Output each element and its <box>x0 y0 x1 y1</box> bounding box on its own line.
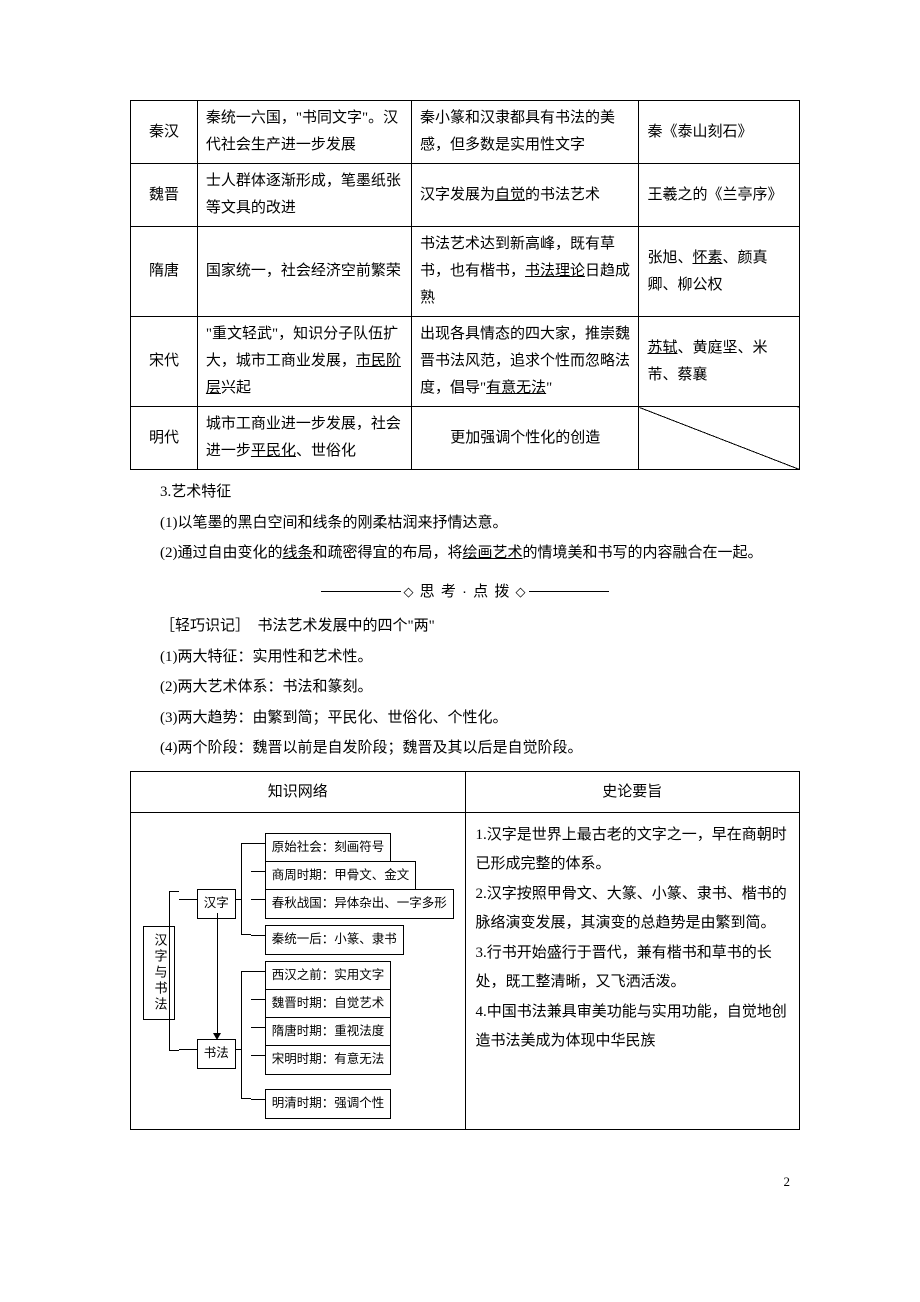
bg-cell: 秦统一六国，"书同文字"。汉代社会生产进一步发展 <box>197 101 411 164</box>
dynasty-cell: 魏晋 <box>131 164 198 227</box>
dynasty-cell: 秦汉 <box>131 101 198 164</box>
feat-cell: 出现各具情态的四大家，推崇魏晋书法风范，追求个性而忽略法度，倡导"有意无法" <box>412 317 639 407</box>
bg-cell: "重文轻武"，知识分子队伍扩大，城市工商业发展，市民阶层兴起 <box>197 317 411 407</box>
feat-cell: 书法艺术达到新高峰，既有草书，也有楷书，书法理论日趋成熟 <box>412 227 639 317</box>
bg-cell: 城市工商业进一步发展，社会进一步平民化、世俗化 <box>197 407 411 470</box>
essay-p2: 2.汉字按照甲骨文、大篆、小篆、隶书、楷书的脉络演变发展，其演变的总趋势是由繁到… <box>476 880 790 937</box>
memo-p2: (2)两大艺术体系：书法和篆刻。 <box>130 673 800 702</box>
leaf: 明清时期：强调个性 <box>265 1089 392 1119</box>
leaf: 原始社会：刻画符号 <box>265 833 392 863</box>
kn-header-1: 知识网络 <box>131 771 466 813</box>
tree-diagram: 汉字与书法 汉字 书法 原始社会：刻画符 <box>143 831 453 1111</box>
table-row: 隋唐 国家统一，社会经济空前繁荣 书法艺术达到新高峰，既有草书，也有楷书，书法理… <box>131 227 800 317</box>
leaf: 魏晋时期：自觉艺术 <box>265 989 392 1019</box>
leaf: 商周时期：甲骨文、金文 <box>265 861 417 891</box>
arrow-down-icon <box>213 1033 221 1040</box>
rep-cell: 秦《泰山刻石》 <box>639 101 800 164</box>
essay-p1: 1.汉字是世界上最古老的文字之一，早在商朝时已形成完整的体系。 <box>476 821 790 878</box>
dynasty-cell: 隋唐 <box>131 227 198 317</box>
essay-p3: 3.行书开始盛行于晋代，兼有楷书和草书的长处，既工整清晰，又飞洒活泼。 <box>476 939 790 996</box>
art-p1: (1)以笔墨的黑白空间和线条的刚柔枯润来抒情达意。 <box>130 509 800 538</box>
bg-cell: 国家统一，社会经济空前繁荣 <box>197 227 411 317</box>
memo-p1: (1)两大特征：实用性和艺术性。 <box>130 643 800 672</box>
art-p2: (2)通过自由变化的线条和疏密得宜的布局，将绘画艺术的情境美和书写的内容融合在一… <box>130 539 800 568</box>
node-shufa: 书法 <box>197 1039 236 1069</box>
dynasty-cell: 宋代 <box>131 317 198 407</box>
page-number: 2 <box>130 1170 800 1195</box>
memo-p4: (4)两个阶段：魏晋以前是自发阶段；魏晋及其以后是自觉阶段。 <box>130 734 800 763</box>
feat-cell: 更加强调个性化的创造 <box>412 407 639 470</box>
essay-p4: 4.中国书法兼具审美功能与实用功能，自觉地创造书法美成为体现中华民族 <box>476 998 790 1055</box>
rep-cell: 张旭、怀素、颜真卿、柳公权 <box>639 227 800 317</box>
feat-cell: 秦小篆和汉隶都具有书法的美感，但多数是实用性文字 <box>412 101 639 164</box>
table-row: 宋代 "重文轻武"，知识分子队伍扩大，城市工商业发展，市民阶层兴起 出现各具情态… <box>131 317 800 407</box>
kn-essay-cell: 1.汉字是世界上最古老的文字之一，早在商朝时已形成完整的体系。 2.汉字按照甲骨… <box>465 813 800 1130</box>
leaf: 隋唐时期：重视法度 <box>265 1017 392 1047</box>
kn-header-2: 史论要旨 <box>465 771 800 813</box>
dynasty-cell: 明代 <box>131 407 198 470</box>
history-table: 秦汉 秦统一六国，"书同文字"。汉代社会生产进一步发展 秦小篆和汉隶都具有书法的… <box>130 100 800 470</box>
table-row: 明代 城市工商业进一步发展，社会进一步平民化、世俗化 更加强调个性化的创造 <box>131 407 800 470</box>
kn-diagram-cell: 汉字与书法 汉字 书法 原始社会：刻画符 <box>131 813 466 1130</box>
rep-cell: 王羲之的《兰亭序》 <box>639 164 800 227</box>
table-row: 魏晋 士人群体逐渐形成，笔墨纸张等文具的改进 汉字发展为自觉的书法艺术 王羲之的… <box>131 164 800 227</box>
rep-cell: 苏轼、黄庭坚、米芾、蔡襄 <box>639 317 800 407</box>
knowledge-table: 知识网络 史论要旨 汉字与书法 汉字 书法 <box>130 771 800 1131</box>
table-row: 秦汉 秦统一六国，"书同文字"。汉代社会生产进一步发展 秦小篆和汉隶都具有书法的… <box>131 101 800 164</box>
memo-head: ［轻巧识记］ 书法艺术发展中的四个"两" <box>130 612 800 641</box>
art-head: 3.艺术特征 <box>130 478 800 507</box>
diagonal-empty-cell <box>639 407 800 470</box>
leaf: 宋明时期：有意无法 <box>265 1045 392 1075</box>
bg-cell: 士人群体逐渐形成，笔墨纸张等文具的改进 <box>197 164 411 227</box>
memo-p3: (3)两大趋势：由繁到简；平民化、世俗化、个性化。 <box>130 704 800 733</box>
leaf: 西汉之前：实用文字 <box>265 961 392 991</box>
feat-cell: 汉字发展为自觉的书法艺术 <box>412 164 639 227</box>
leaf: 秦统一后：小篆、隶书 <box>265 925 404 955</box>
leaf: 春秋战国：异体杂出、一字多形 <box>265 889 454 919</box>
section-divider: ◇ 思 考 · 点 拨 ◇ <box>130 578 800 607</box>
